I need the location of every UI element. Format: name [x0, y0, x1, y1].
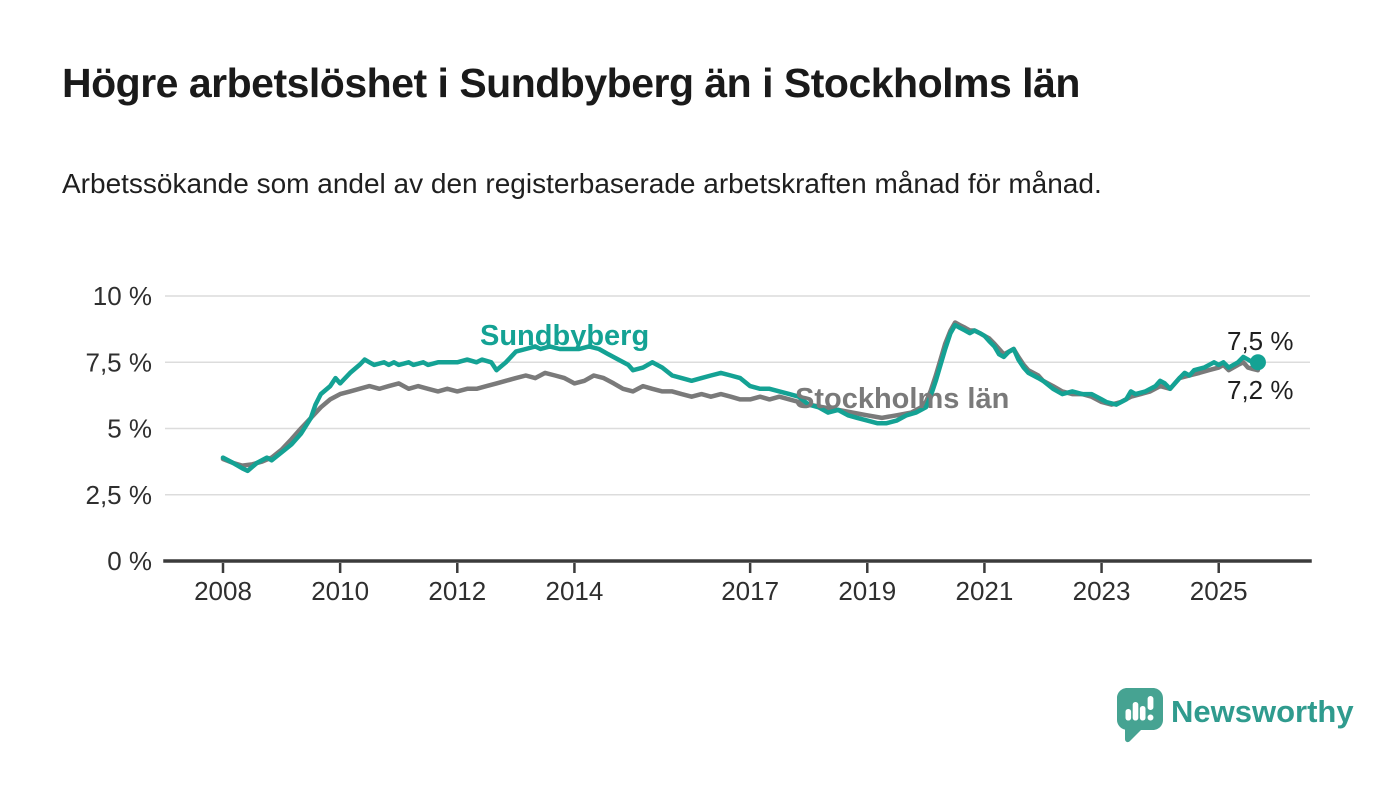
x-axis-tick-label: 2021 — [956, 576, 1014, 606]
x-axis-tick-label: 2025 — [1190, 576, 1248, 606]
series-line-sundbyberg — [220, 322, 1261, 474]
series-line-stockholms-l-n — [220, 320, 1261, 468]
series-label-stockholms-lan: Stockholms län — [795, 383, 1009, 415]
x-axis-tick-label: 2017 — [721, 576, 779, 606]
newsworthy-speech-bubble-bar-chart-icon — [1117, 688, 1163, 743]
end-value-label-stockholms-lan: 7,2 % — [1227, 375, 1294, 405]
x-axis-tick-label: 2014 — [546, 576, 604, 606]
newsworthy-wordmark: Newsworthy — [1171, 694, 1354, 729]
y-axis-tick-label: 0 % — [107, 546, 152, 576]
y-axis-tick-label: 5 % — [107, 414, 152, 444]
x-axis-tick-label: 2012 — [428, 576, 486, 606]
y-axis-tick-label: 10 % — [93, 281, 152, 311]
y-axis-tick-label: 7,5 % — [86, 347, 153, 377]
x-axis-tick-label: 2010 — [311, 576, 369, 606]
x-axis-tick-label: 2023 — [1073, 576, 1131, 606]
x-axis-tick-label: 2008 — [194, 576, 252, 606]
series-label-sundbyberg: Sundbyberg — [480, 320, 649, 352]
newsworthy-logo: Newsworthy — [1117, 688, 1354, 743]
page-subtitle: Arbetssökande som andel av den registerb… — [62, 168, 1102, 199]
latest-value-dot — [1249, 354, 1266, 371]
end-value-label-sundbyberg: 7,5 % — [1227, 326, 1294, 356]
page-title: Högre arbetslöshet i Sundbyberg än i Sto… — [62, 60, 1080, 106]
y-axis-tick-label: 2,5 % — [86, 480, 153, 510]
chart-plot-area: 0 % 2,5 % 5 % 7,5 % 10 % 2008 2010 2012 2014 2017… — [86, 281, 1312, 606]
x-axis-tick-label: 2019 — [838, 576, 896, 606]
